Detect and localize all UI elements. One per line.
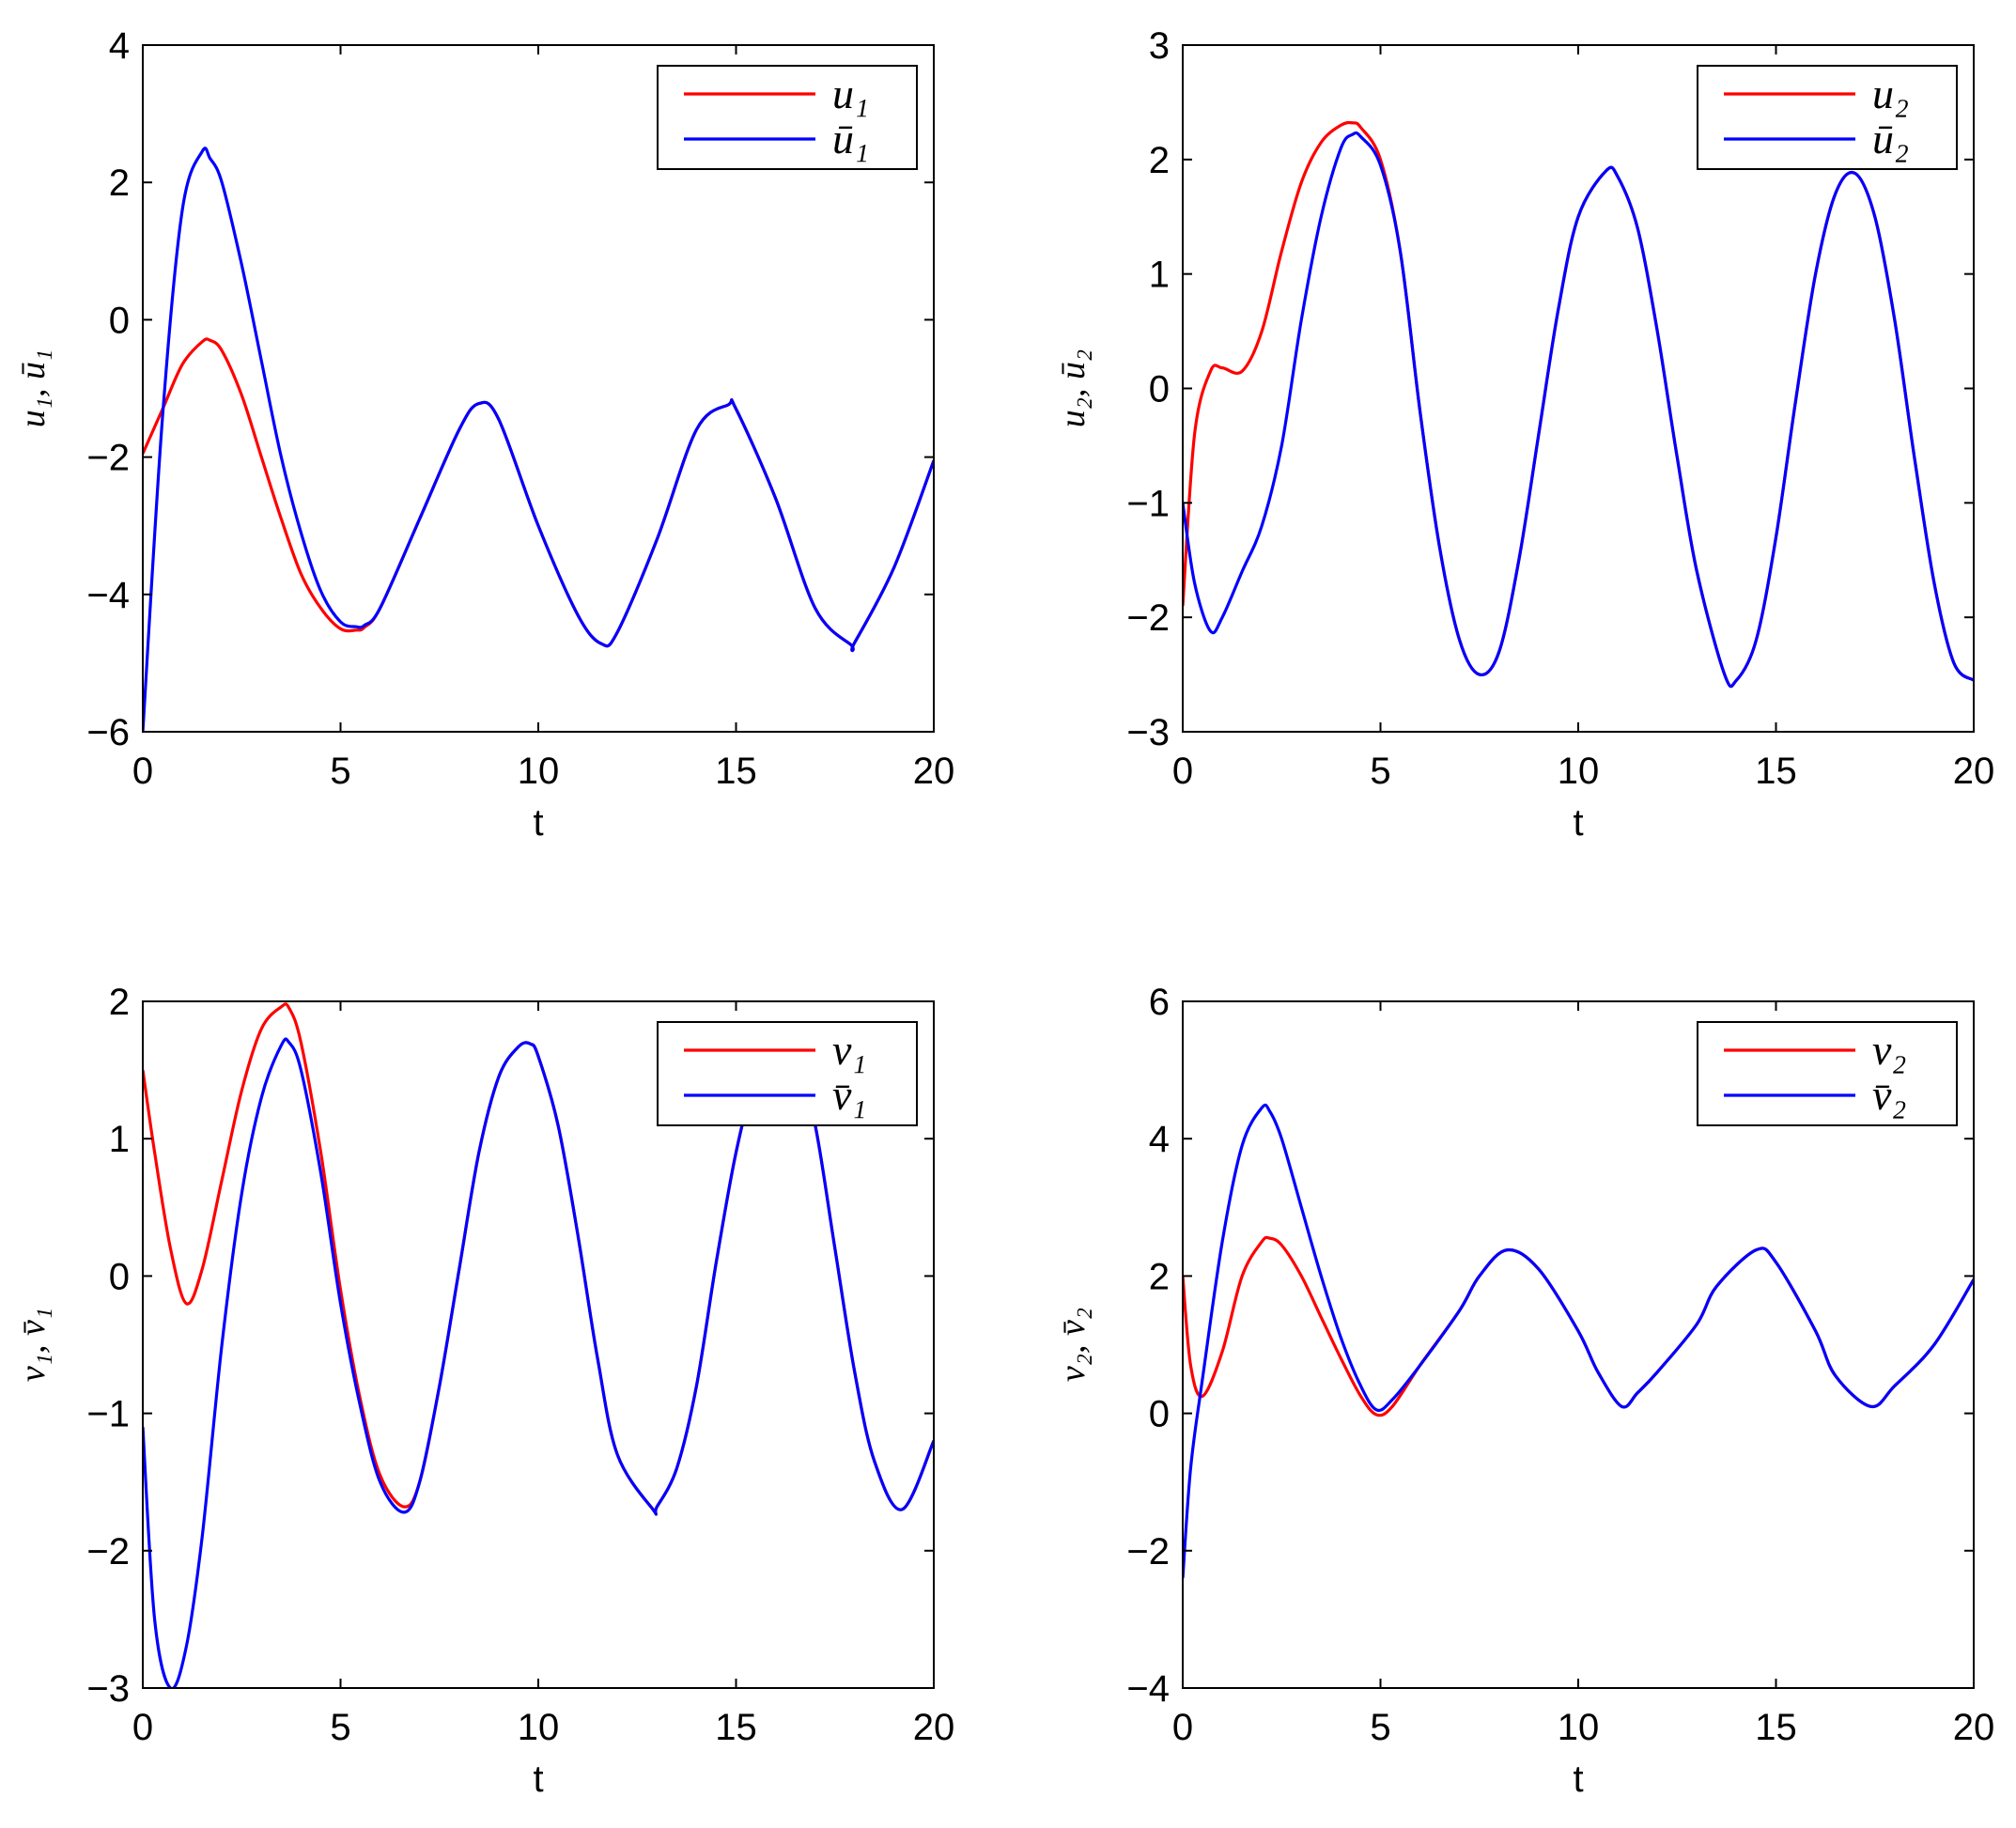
y-tick-label: 0	[109, 300, 130, 341]
x-tick-label: 0	[132, 1707, 153, 1748]
y-tick-label: 2	[109, 982, 130, 1023]
x-tick-label: 10	[1558, 1707, 1600, 1748]
x-tick-label: 20	[913, 751, 955, 792]
x-tick-label: 15	[715, 1707, 757, 1748]
x-tick-label: 10	[518, 1707, 560, 1748]
y-tick-label: 0	[1149, 1394, 1170, 1435]
x-tick-label: 15	[1755, 751, 1797, 792]
x-tick-label: 20	[1953, 1707, 1995, 1748]
y-tick-label: 2	[1149, 1256, 1170, 1297]
y-tick-label: −4	[1126, 1668, 1170, 1710]
legend-label: u₂	[1872, 70, 1909, 117]
legend-label: v̄₁	[832, 1071, 866, 1119]
y-tick-label: 6	[1149, 982, 1170, 1023]
y-tick-label: 0	[1149, 369, 1170, 411]
x-tick-label: 0	[1172, 1707, 1193, 1748]
y-tick-label: 2	[109, 163, 130, 204]
y-tick-label: 4	[1149, 1119, 1170, 1160]
y-tick-label: 0	[109, 1256, 130, 1297]
y-tick-label: −2	[1126, 597, 1170, 639]
legend-box	[657, 65, 918, 170]
legend-label: v₂	[1872, 1026, 1906, 1074]
x-tick-label: 10	[518, 751, 560, 792]
y-tick-label: −1	[1126, 483, 1170, 524]
x-tick-label: 5	[1370, 751, 1390, 792]
x-tick-label: 15	[715, 751, 757, 792]
x-tick-label: 15	[1755, 1707, 1797, 1748]
y-axis-title: v₂, v̄₂	[1053, 1308, 1093, 1382]
y-tick-label: −2	[1126, 1531, 1170, 1572]
y-tick-label: −3	[86, 1668, 130, 1710]
y-tick-label: 3	[1149, 25, 1170, 67]
legend-label: ū₁	[832, 115, 869, 163]
series-line-bar	[1183, 131, 1974, 689]
chart-panel-bottom-left: 0 5 10 15 20 −3 −2 −1 0 1 2 t v₁, v̄₁ v₁v̄₁	[13, 982, 954, 1800]
x-axis-title: t	[1573, 1758, 1583, 1800]
legend-label: v̄₂	[1872, 1071, 1906, 1119]
y-axis-title: u₂, ū₂	[1053, 349, 1093, 427]
legend-box	[1697, 1021, 1958, 1126]
legend-label: u₁	[832, 70, 869, 117]
y-tick-label: −3	[1126, 712, 1170, 753]
y-tick-label: −4	[86, 575, 130, 616]
legend-box	[1697, 65, 1958, 170]
x-tick-label: 0	[132, 751, 153, 792]
y-tick-label: −2	[86, 438, 130, 479]
x-axis-title: t	[533, 1758, 543, 1800]
y-tick-label: 1	[109, 1119, 130, 1160]
x-tick-label: 5	[1370, 1707, 1390, 1748]
legend: v₂v̄₂	[1697, 1021, 1958, 1126]
y-tick-label: 1	[1149, 255, 1170, 296]
legend-label: v₁	[832, 1026, 866, 1074]
x-tick-label: 5	[330, 751, 350, 792]
y-tick-label: −2	[86, 1531, 130, 1572]
y-axis-title: u₁, ū₁	[13, 349, 53, 427]
y-tick-label: −6	[86, 712, 130, 753]
series-line-bar	[143, 147, 934, 732]
legend-box	[657, 1021, 918, 1126]
legend: v₁v̄₁	[657, 1021, 918, 1126]
series-line-bar	[1183, 1103, 1974, 1579]
y-tick-label: 4	[109, 25, 130, 67]
x-tick-label: 10	[1558, 751, 1600, 792]
x-tick-label: 20	[913, 1707, 955, 1748]
chart-panel-bottom-right: 0 5 10 15 20 −4 −2 0 2 4 6 t v₂, v̄₂ v₂v̄₂	[1053, 982, 1994, 1800]
legend-label: ū₂	[1872, 115, 1909, 163]
y-axis-title: v₁, v̄₁	[13, 1308, 53, 1382]
x-axis-title: t	[1573, 802, 1583, 844]
x-axis-title: t	[533, 802, 543, 844]
y-tick-label: −1	[86, 1394, 130, 1435]
x-tick-label: 5	[330, 1707, 350, 1748]
x-tick-label: 20	[1953, 751, 1995, 792]
x-tick-label: 0	[1172, 751, 1193, 792]
y-tick-label: 2	[1149, 140, 1170, 181]
